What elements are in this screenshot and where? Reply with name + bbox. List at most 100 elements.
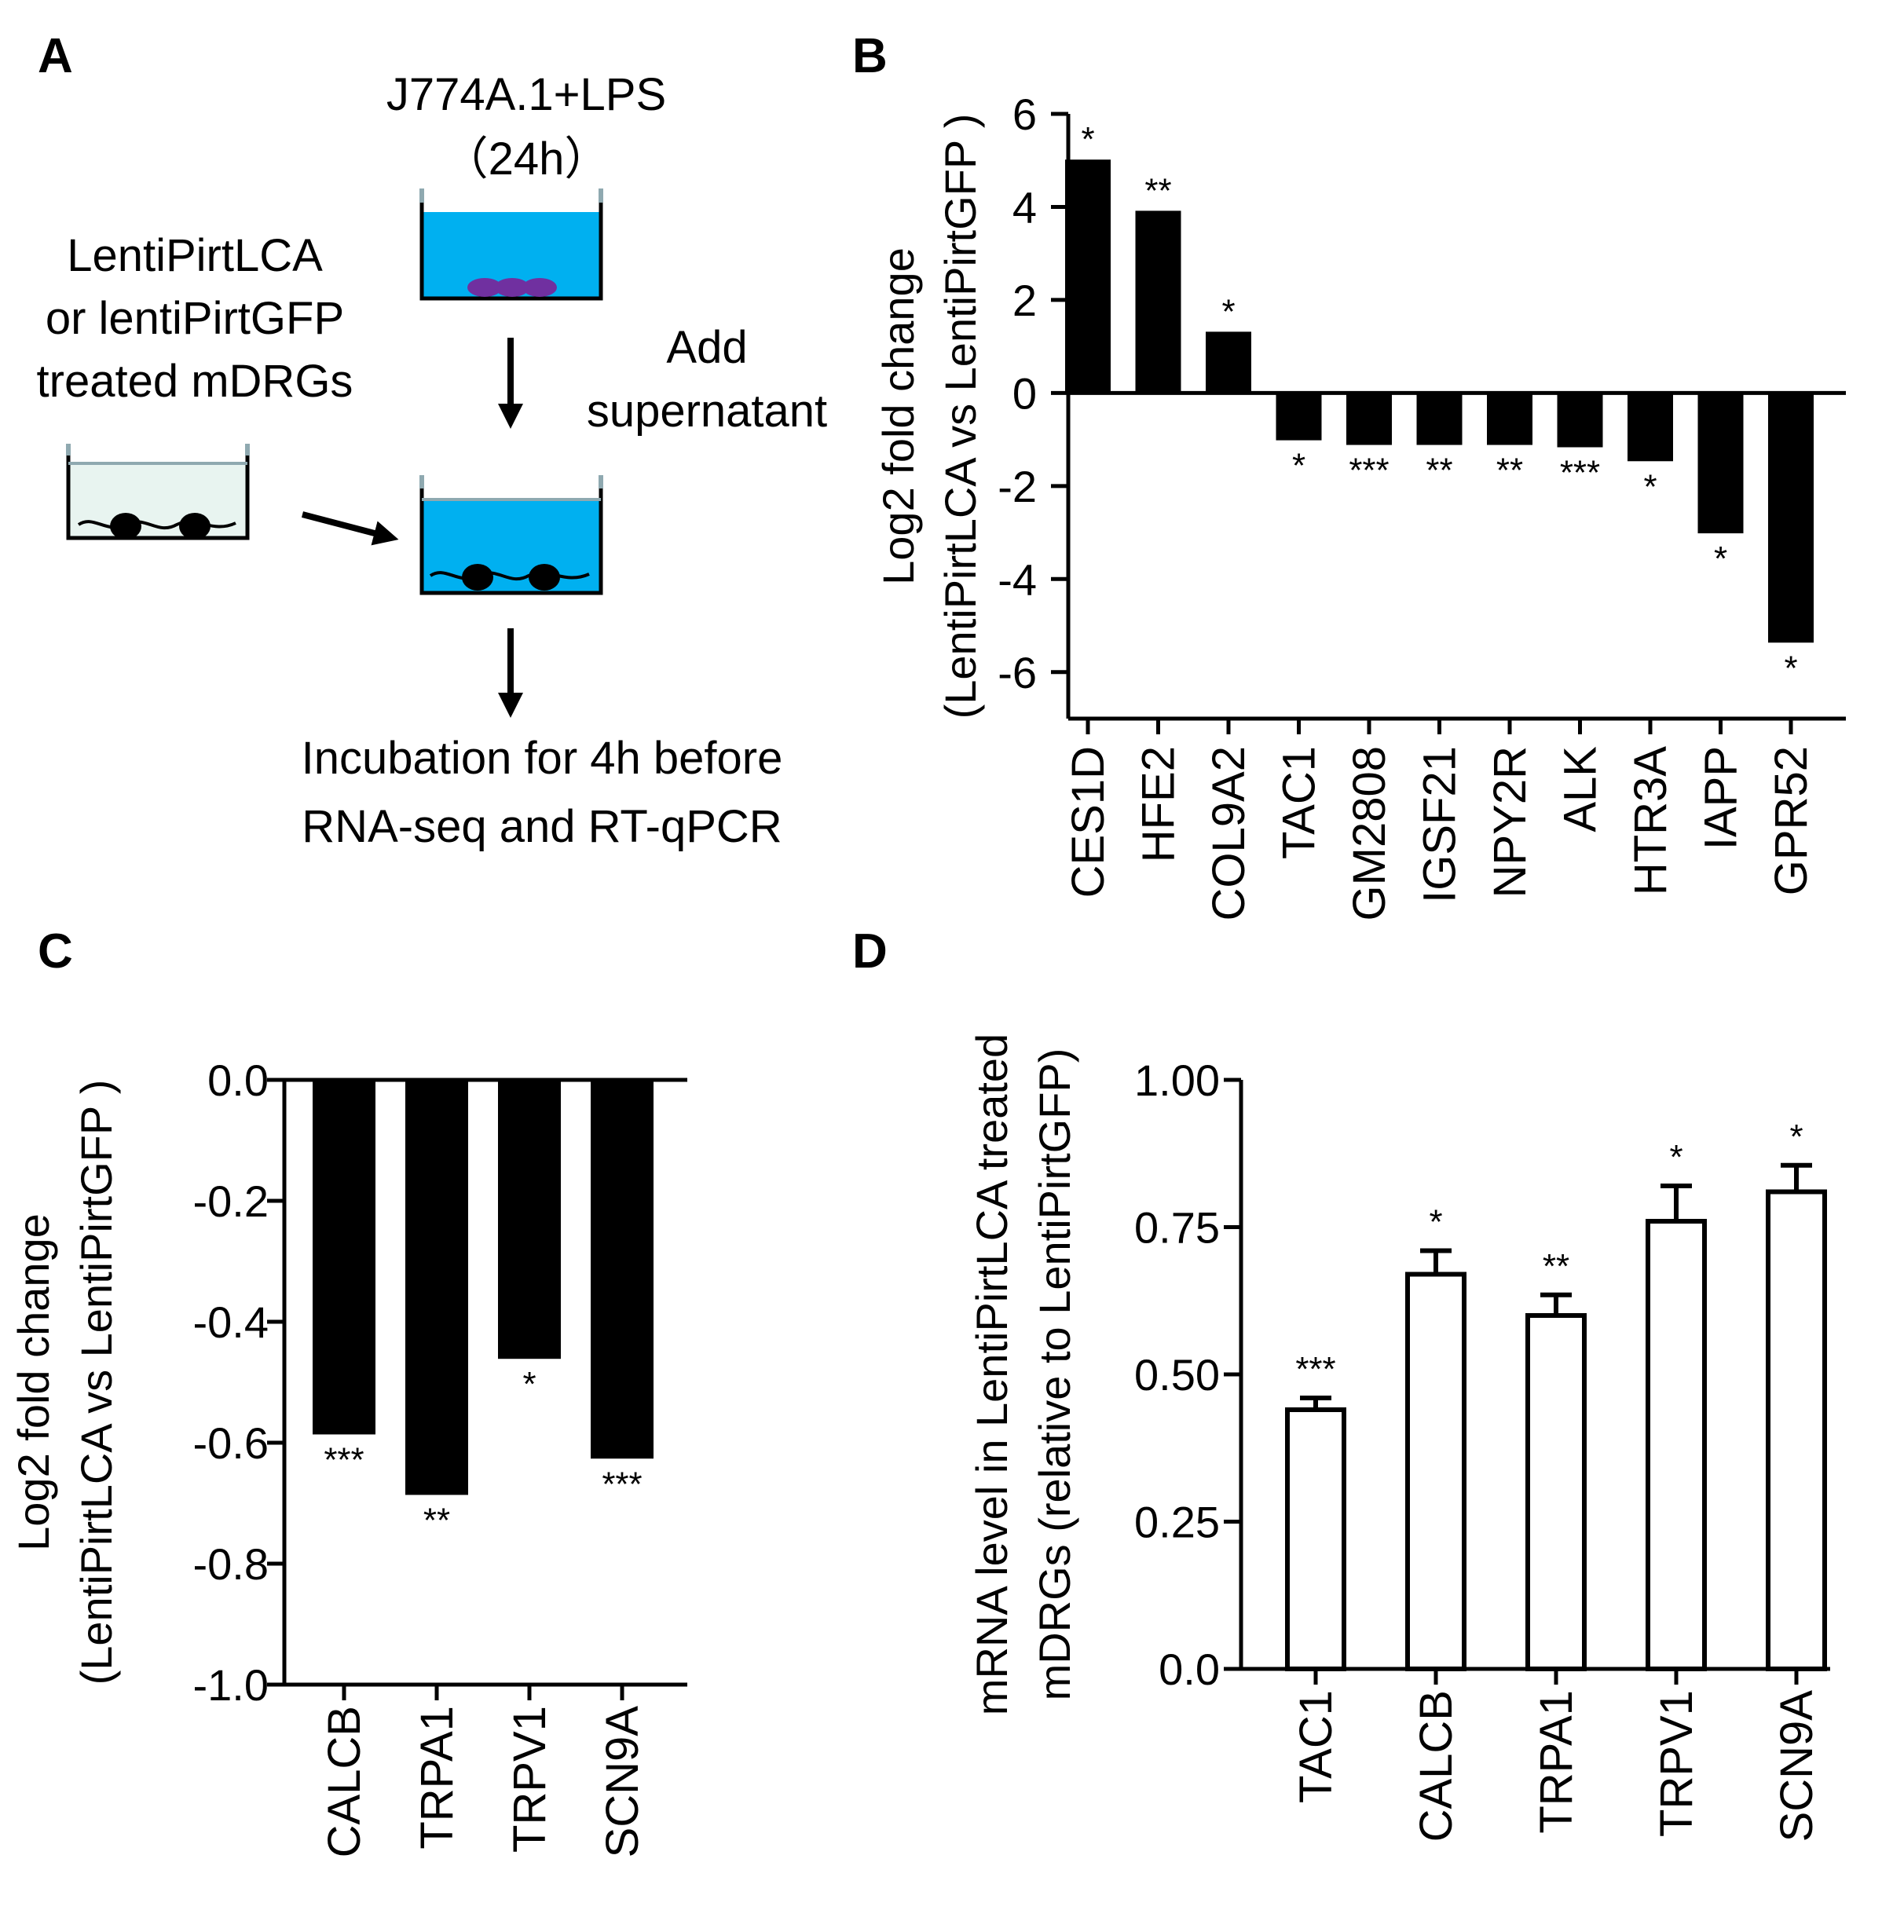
significance-label: *** [1560, 454, 1600, 492]
bar [405, 1079, 468, 1495]
coculture-well-rim [419, 475, 603, 488]
category-label: NPY2R [1485, 746, 1536, 898]
category-label: IGSF21 [1415, 746, 1466, 903]
significance-label: *** [602, 1465, 642, 1503]
macrophage-time: （24h） [443, 134, 610, 185]
coculture-well-outline [419, 475, 603, 595]
y-tick-label: -6 [998, 648, 1037, 697]
category-label: TAC1 [1274, 746, 1325, 859]
panel-letter-b: B [852, 29, 888, 83]
category-label: CES1D [1063, 746, 1114, 898]
significance-label: * [1292, 447, 1305, 485]
bar [1487, 392, 1532, 445]
bar [498, 1079, 561, 1359]
y-tick-label: 0.0 [207, 1056, 269, 1105]
significance-label: * [1643, 467, 1657, 506]
y-tick-label: 0.75 [1134, 1203, 1220, 1253]
significance-label: ** [1426, 452, 1452, 490]
category-label: TRPA1 [412, 1706, 463, 1850]
y-tick-label: -4 [998, 554, 1037, 604]
category-label: TRPA1 [1531, 1690, 1582, 1834]
coculture-soma [529, 564, 560, 591]
y-tick-label: 0.25 [1134, 1498, 1220, 1547]
significance-label: ** [1496, 452, 1523, 490]
significance-label: ** [423, 1501, 450, 1539]
y-axis-title-line1: mRNA level in LentiPirtLCA treated [967, 1034, 1016, 1715]
significance-label: * [1081, 120, 1094, 159]
significance-label: *** [324, 1440, 364, 1479]
significance-label: * [1784, 649, 1797, 687]
panel-letter-a: A [38, 29, 73, 83]
y-tick-label: -0.4 [193, 1297, 269, 1347]
bar [1346, 392, 1392, 445]
bar [1557, 392, 1603, 448]
category-label: GPR52 [1766, 746, 1817, 895]
right-arrow [301, 511, 399, 546]
chart-panel-d: 1.00 0.75 0.50 0.25 0.0 mRNA level in LentiPi… [967, 1034, 1830, 1842]
y-axis-title-line1: Log2 fold change [873, 247, 923, 585]
neuron-soma [179, 513, 211, 540]
significance-label: ** [1543, 1247, 1569, 1286]
y-axis-title-line1: Log2 fold change [9, 1213, 58, 1551]
y-tick-label: 6 [1012, 90, 1037, 139]
bar [1525, 1313, 1587, 1671]
y-tick-label: -0.6 [193, 1418, 269, 1468]
bar [1135, 210, 1181, 394]
drg-well [66, 444, 250, 540]
significance-label: *** [1349, 452, 1389, 490]
y-tick-label: -0.8 [193, 1539, 269, 1589]
add-label-line1: Add [666, 322, 747, 373]
neuron-soma [110, 513, 141, 540]
y-tick-label: 0.50 [1134, 1350, 1220, 1400]
drg-well-rim [66, 444, 250, 456]
bar [1405, 1272, 1466, 1671]
y-tick-label: 1.00 [1134, 1056, 1220, 1105]
macrophage-well-outline [419, 188, 603, 301]
panel-letter-d: D [852, 924, 888, 979]
bar [313, 1079, 375, 1435]
category-label: GM2808 [1344, 746, 1395, 920]
macrophage-cell [495, 278, 529, 297]
category-label: CALCB [319, 1706, 370, 1857]
category-label: TRPV1 [504, 1706, 555, 1853]
incubation-line1: Incubation for 4h before [302, 733, 783, 784]
bar [591, 1079, 654, 1459]
significance-label: * [1429, 1203, 1442, 1242]
y-axis-title-line2: (LentiPirtLCA vs LentiPirtGFP ) [936, 114, 985, 719]
schematic-diagram: J774A.1+LPS （24h） Add supernatant LentiP… [37, 69, 828, 852]
significance-label: * [522, 1365, 536, 1403]
add-label-line2: supernatant [587, 386, 827, 437]
y-tick-label: -0.2 [193, 1176, 269, 1226]
category-label: TAC1 [1291, 1690, 1342, 1803]
category-label: IAPP [1696, 746, 1747, 850]
chart-panel-b: 6 4 2 0 -2 -4 -6 Log2 fold change (LentiPirtLCA … [873, 90, 1846, 920]
y-axis-title-line2: mDRGs (relative to LentiPirtGFP) [1030, 1048, 1079, 1701]
significance-label: * [1221, 292, 1235, 331]
category-label: COL9A2 [1203, 746, 1254, 920]
category-label: SCN9A [597, 1706, 648, 1858]
category-label: SCN9A [1771, 1690, 1822, 1842]
macrophage-cell [522, 278, 557, 297]
drg-label-line1: LentiPirtLCA [67, 230, 323, 281]
bar [1065, 159, 1111, 394]
significance-label: ** [1144, 171, 1171, 210]
significance-label: * [1669, 1138, 1682, 1176]
significance-label: *** [1295, 1350, 1335, 1389]
category-label: HFE2 [1133, 746, 1185, 862]
incubation-line2: RNA-seq and RT-qPCR [302, 801, 782, 852]
category-label: TRPV1 [1651, 1690, 1702, 1837]
bar [1206, 331, 1251, 394]
chart-panel-c: 0.0 -0.2 -0.4 -0.6 -0.8 -1.0 Log2 fold change (… [9, 1056, 687, 1857]
bar [1646, 1219, 1707, 1671]
category-label: ALK [1555, 746, 1606, 832]
significance-label: * [1789, 1118, 1803, 1156]
significance-label: * [1714, 540, 1727, 578]
y-tick-label: 2 [1012, 276, 1037, 325]
y-tick-label: -1.0 [193, 1660, 269, 1710]
y-axis-title-line2: (LentiPirtLCA vs LentiPirtGFP ) [71, 1080, 121, 1685]
coculture-well [419, 475, 603, 595]
macrophage-cell [467, 278, 502, 297]
bar [1768, 392, 1814, 643]
bar [1766, 1189, 1827, 1671]
